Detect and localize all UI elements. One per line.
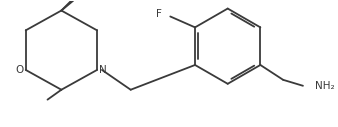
Text: F: F [156,9,162,19]
Text: NH₂: NH₂ [315,81,334,91]
Text: O: O [16,65,24,75]
Text: N: N [99,65,107,75]
